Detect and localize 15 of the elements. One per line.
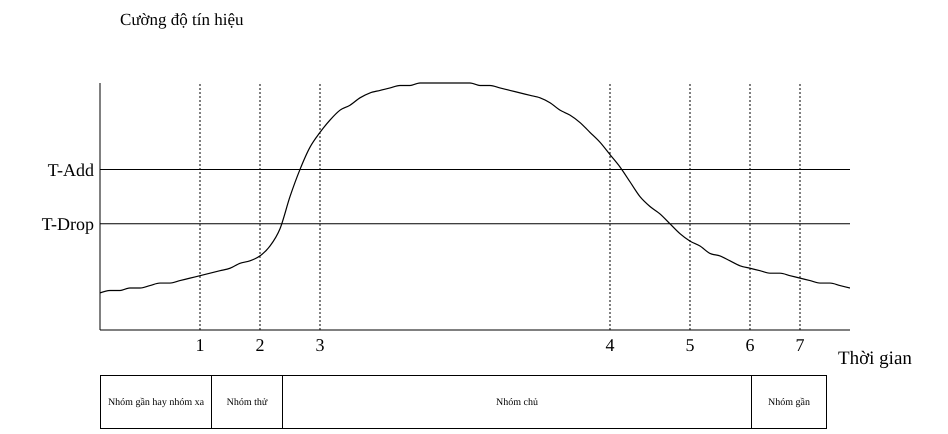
x-axis-title: Thời gian bbox=[838, 348, 912, 370]
x-tick-label: 3 bbox=[316, 334, 324, 355]
text: Nhóm thử bbox=[212, 376, 282, 428]
x-tick-label: 5 bbox=[686, 334, 694, 355]
x-tick-label: 1 bbox=[196, 334, 204, 355]
y-axis-title: Cường độ tín hiệu bbox=[120, 10, 244, 30]
text: Nhóm chủ bbox=[282, 376, 752, 428]
text: Nhóm gần bbox=[752, 376, 826, 428]
ref-line-label: T-Add bbox=[48, 160, 94, 180]
x-tick-label: 7 bbox=[796, 334, 804, 355]
x-tick-label: 4 bbox=[606, 334, 614, 355]
text: Nhóm gần hay nhóm xa bbox=[100, 376, 212, 428]
x-tick-label: 6 bbox=[746, 334, 754, 355]
x-tick-label: 2 bbox=[256, 334, 264, 355]
ref-line-label: T-Drop bbox=[42, 214, 94, 234]
